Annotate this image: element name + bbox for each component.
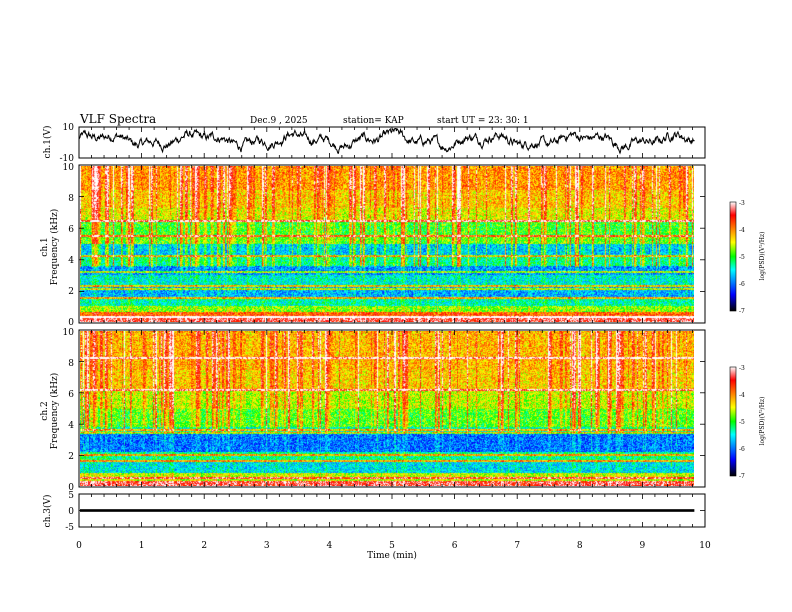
ch1-freq-tick-8: 8 bbox=[68, 194, 74, 204]
xtick-5: 5 bbox=[389, 541, 395, 551]
date-label: Dec.9 , 2025 bbox=[250, 116, 308, 126]
ch3-ytick-bottom: -5 bbox=[65, 523, 74, 533]
ch1-freq-tick-6: 6 bbox=[68, 225, 74, 235]
xtick-6: 6 bbox=[452, 541, 458, 551]
ch1-spec-ylabel-frequency: Frequency (kHz) bbox=[49, 209, 60, 286]
ch2-cb-tick-minus5: -5 bbox=[739, 419, 745, 426]
ch2-freq-tick-4: 4 bbox=[68, 421, 74, 431]
ch1-colorbar-label: log(PSD)(V²/Hz) bbox=[759, 232, 766, 281]
figure-title: VLF Spectra bbox=[79, 112, 156, 126]
ch1-spec-ylabel-channel: ch.1 bbox=[40, 237, 50, 256]
ch2-freq-tick-8: 8 bbox=[68, 359, 74, 369]
ch2-spectrogram-panel: 0 2 4 6 8 10 ch.2 Frequency (kHz) -3 -4 … bbox=[40, 328, 766, 493]
ch2-cb-tick-minus6: -6 bbox=[739, 446, 745, 453]
ch1-cb-tick-minus7: -7 bbox=[739, 308, 745, 315]
ch1-ylabel: ch.1(V) bbox=[42, 126, 53, 159]
ch3-ytick-mid: 0 bbox=[68, 507, 74, 517]
ch2-spec-ylabel-channel: ch.2 bbox=[40, 401, 50, 420]
ch1-cb-tick-minus5: -5 bbox=[739, 254, 745, 261]
ch1-cb-tick-minus6: -6 bbox=[739, 281, 745, 288]
ch1-cb-tick-minus4: -4 bbox=[739, 227, 745, 234]
ch2-cb-tick-minus7: -7 bbox=[739, 473, 745, 480]
ch1-colorbar: -3 -4 -5 -6 -7 log(PSD)(V²/Hz) bbox=[729, 200, 766, 315]
xtick-9: 9 bbox=[640, 541, 646, 551]
ch1-waveform-panel: 10 -10 ch.1(V) bbox=[42, 123, 706, 164]
ch2-freq-tick-2: 2 bbox=[68, 452, 74, 462]
xtick-2: 2 bbox=[201, 541, 207, 551]
ch2-spec-ylabel-frequency: Frequency (kHz) bbox=[49, 373, 60, 450]
ch1-freq-tick-10: 10 bbox=[63, 163, 75, 173]
station-label: station= KAP bbox=[343, 116, 404, 126]
xtick-4: 4 bbox=[327, 541, 333, 551]
xtick-0: 0 bbox=[76, 541, 82, 551]
ch1-spectrogram-panel: 0 2 4 6 8 10 ch.1 Frequency (kHz) -3 -4 … bbox=[40, 163, 766, 328]
ch3-ytick-top: 5 bbox=[68, 491, 74, 501]
xtick-10: 10 bbox=[699, 541, 711, 551]
ch1-ytick-top: 10 bbox=[63, 123, 75, 133]
start-ut-label: start UT = 23: 30: 1 bbox=[437, 116, 529, 126]
x-axis: 0 1 2 3 4 5 6 7 8 9 10 Time (min) bbox=[76, 541, 711, 561]
ch1-cb-tick-minus3: -3 bbox=[739, 200, 745, 207]
ch1-freq-tick-4: 4 bbox=[68, 256, 74, 266]
ch1-waveform-line bbox=[78, 127, 695, 155]
x-axis-label: Time (min) bbox=[367, 550, 417, 561]
ch2-freq-tick-6: 6 bbox=[68, 390, 74, 400]
ch1-freq-tick-0: 0 bbox=[68, 318, 74, 328]
xtick-8: 8 bbox=[577, 541, 583, 551]
ch2-spectrogram-heatmap bbox=[80, 331, 694, 486]
ch2-colorbar: -3 -4 -5 -6 -7 log(PSD)(V²/Hz) bbox=[729, 365, 766, 480]
xtick-3: 3 bbox=[264, 541, 270, 551]
ch2-cb-tick-minus3: -3 bbox=[739, 365, 745, 372]
xtick-7: 7 bbox=[514, 541, 520, 551]
ch2-freq-tick-0: 0 bbox=[68, 483, 74, 493]
ch1-freq-tick-2: 2 bbox=[68, 287, 74, 297]
ch2-cb-tick-minus4: -4 bbox=[739, 392, 745, 399]
ch3-ylabel: ch.3(V) bbox=[42, 495, 53, 528]
ch2-freq-tick-10: 10 bbox=[63, 328, 75, 338]
ch1-spectrogram-heatmap bbox=[80, 166, 694, 322]
ch3-waveform-band bbox=[80, 509, 695, 512]
xtick-1: 1 bbox=[139, 541, 145, 551]
ch1-ytick-bottom: -10 bbox=[60, 154, 75, 164]
ch2-colorbar-label: log(PSD)(V²/Hz) bbox=[759, 397, 766, 446]
ch3-waveform-panel: 5 0 -5 ch.3(V) bbox=[42, 491, 706, 533]
